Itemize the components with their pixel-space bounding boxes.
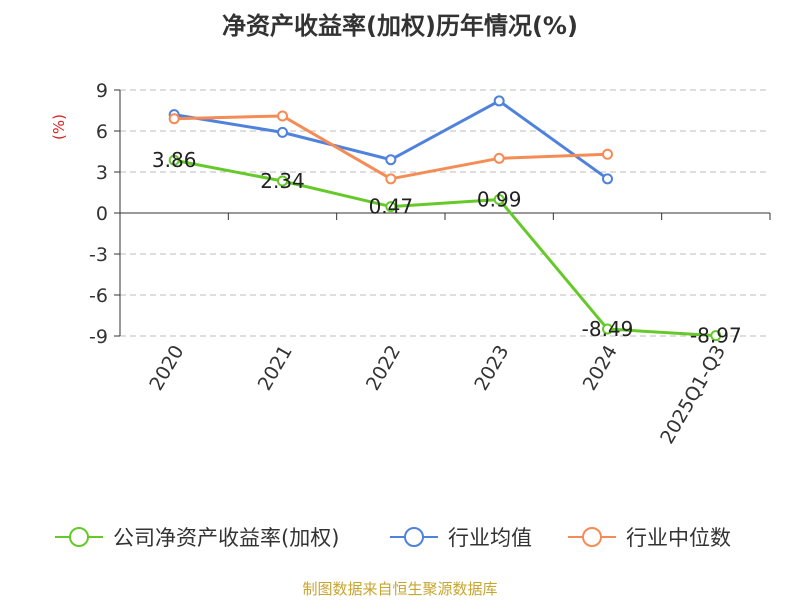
- axes: [114, 89, 771, 337]
- y-tick-label: 6: [96, 121, 108, 143]
- legend-label[interactable]: 行业均值: [448, 526, 532, 550]
- legend-marker: [582, 527, 602, 547]
- data-label: -8.97: [690, 324, 742, 348]
- x-tick-label: 2020: [145, 342, 188, 395]
- y-tick-label: -9: [89, 326, 108, 348]
- data-point: [385, 201, 397, 213]
- data-point: [602, 323, 613, 335]
- x-tick-label: 2021: [254, 342, 297, 395]
- data-point: [168, 154, 180, 166]
- y-tick-label: 3: [96, 162, 108, 184]
- data-point: [602, 173, 613, 185]
- x-tick-label: 2025Q1-Q3: [656, 342, 730, 448]
- data-label: 3.86: [152, 148, 197, 172]
- series-lines: [168, 95, 722, 342]
- x-tick-label: 2022: [362, 342, 405, 395]
- y-tick-labels: 9 6 3 0 -3 -6 -9: [89, 80, 108, 348]
- chart-title: 净资产收益率(加权)历年情况(%): [222, 12, 578, 40]
- data-point: [493, 193, 505, 205]
- legend[interactable]: 公司净资产收益率(加权) 行业均值 行业中位数: [55, 526, 731, 550]
- x-tick-labels: 2020 2021 2022 2023 2024 2025Q1-Q3: [145, 341, 730, 447]
- data-point: [710, 330, 722, 342]
- legend-label[interactable]: 行业中位数: [626, 526, 731, 550]
- legend-marker: [69, 527, 89, 547]
- legend-label[interactable]: 公司净资产收益率(加权): [113, 526, 339, 550]
- data-point: [602, 148, 613, 160]
- data-label: 0.99: [477, 187, 522, 211]
- data-point: [493, 95, 505, 107]
- data-labels: 3.86 2.34 0.47 0.99 -8.49 -8.97: [152, 148, 742, 347]
- series-line: [173, 99, 609, 181]
- data-point: [277, 110, 288, 122]
- data-label: 0.47: [369, 195, 414, 219]
- series-line: [173, 158, 716, 338]
- x-tick-label: 2023: [470, 341, 513, 394]
- y-tick-label: -3: [89, 244, 108, 266]
- data-label: -8.49: [582, 317, 634, 341]
- data-point: [385, 154, 397, 166]
- data-point: [277, 175, 288, 187]
- data-point: [493, 152, 505, 164]
- y-tick-label: 9: [96, 80, 108, 102]
- source-note: 制图数据来自恒生聚源数据库: [302, 580, 498, 598]
- data-point: [385, 173, 397, 185]
- data-point: [168, 113, 180, 125]
- x-tick-label: 2024: [579, 342, 622, 395]
- y-tick-label: -6: [89, 285, 108, 307]
- legend-marker: [404, 527, 424, 547]
- data-label: 2.34: [260, 169, 305, 193]
- data-point: [277, 126, 288, 138]
- y-tick-label: 0: [96, 203, 108, 225]
- y-axis-label: (%): [50, 114, 68, 140]
